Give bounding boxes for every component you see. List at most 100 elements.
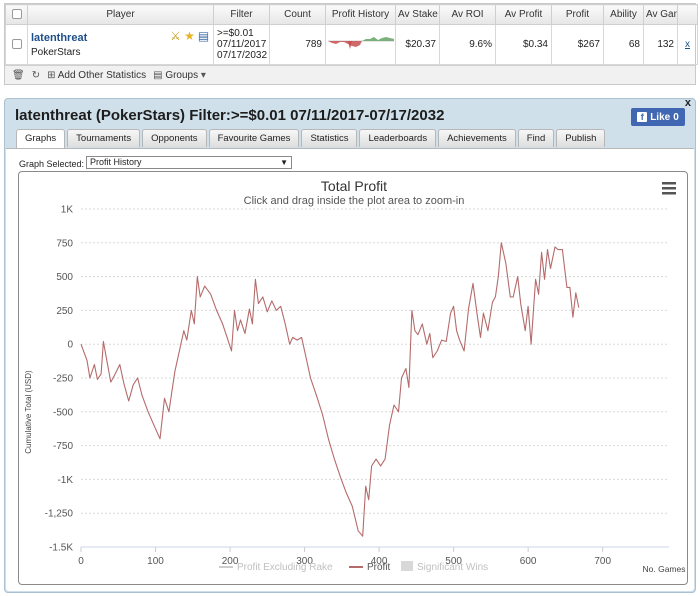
chevron-down-icon: ▾ <box>200 69 206 81</box>
close-panel-button[interactable]: x <box>684 97 691 109</box>
table-header-row: Player Filter Count Profit History Av St… <box>5 4 698 25</box>
series-layer <box>80 242 580 537</box>
x-tick-label: 300 <box>296 556 313 567</box>
tab-find[interactable]: Find <box>517 129 555 147</box>
table-row[interactable]: ⚔ ★ ▤ latenthreat PokerStars >=$0.01 07/11… <box>5 24 698 65</box>
y-tick-label: 0 <box>67 340 73 351</box>
star-icon[interactable]: ★ <box>184 28 195 43</box>
profit-cell: $267 <box>551 24 604 65</box>
add-stats-icon: ⊞ <box>47 69 56 81</box>
player-site: PokerStars <box>31 46 81 58</box>
col-header-av-stake[interactable]: Av Stake <box>395 4 440 25</box>
graphs-tab-content: Graph Selected: Profit History ▼ Total P… <box>6 148 694 591</box>
facebook-icon: f <box>637 112 648 122</box>
y-tick-label: 750 <box>56 238 73 249</box>
panel-tabs: Graphs Tournaments Opponents Favourite G… <box>16 129 606 148</box>
remove-player-link[interactable]: x <box>677 24 698 65</box>
count-cell: 789 <box>269 24 326 65</box>
player-icons: ⚔ ★ ▤ <box>168 28 210 43</box>
y-tick-label: -1,250 <box>45 509 74 520</box>
x-tick-label: 600 <box>520 556 537 567</box>
y-tick-label: -250 <box>53 374 73 385</box>
tab-publish[interactable]: Publish <box>556 129 606 147</box>
col-header-ability[interactable]: Ability <box>603 4 644 25</box>
y-tick-label: -750 <box>53 441 73 452</box>
select-all-checkbox[interactable] <box>5 4 28 25</box>
x-tick-label: 400 <box>371 556 388 567</box>
row-checkbox[interactable] <box>5 24 28 65</box>
stats-toolbar: 🗑 ↻ ⊞ Add Other Statistics ▤ Groups ▾ <box>5 65 695 84</box>
tab-opponents[interactable]: Opponents <box>142 129 207 147</box>
ability-cell: 68 <box>603 24 644 65</box>
dropdown-arrow-icon: ▼ <box>280 158 288 167</box>
y-tick-label: -1K <box>57 475 73 486</box>
col-header-profit-history[interactable]: Profit History <box>325 4 396 25</box>
y-tick-label: -500 <box>53 407 73 418</box>
panel-title: latenthreat (PokerStars) Filter:>=$0.01 … <box>15 107 445 124</box>
y-tick-label: 250 <box>56 306 73 317</box>
col-header-blank <box>677 4 698 25</box>
y-axis-label: Cumulative Total (USD) <box>24 370 33 454</box>
tab-statistics[interactable]: Statistics <box>301 129 358 147</box>
filter-line-1: >=$0.01 <box>217 28 254 39</box>
graph-select-dropdown[interactable]: Profit History ▼ <box>86 156 292 169</box>
award-icon[interactable]: ⚔ <box>170 28 181 43</box>
chart-title: Total Profit <box>321 178 387 194</box>
col-header-profit[interactable]: Profit <box>551 4 604 25</box>
player-profile-panel: latenthreat (PokerStars) Filter:>=$0.01 … <box>4 97 696 593</box>
delete-icon[interactable]: 🗑 <box>12 69 25 81</box>
tab-achievements[interactable]: Achievements <box>438 129 516 147</box>
x-tick-label: 700 <box>594 556 611 567</box>
col-header-player[interactable]: Player <box>27 4 214 25</box>
tab-leaderboards[interactable]: Leaderboards <box>359 129 437 147</box>
like-label: Like <box>650 111 671 123</box>
legend-item-profit-excluding-rake[interactable]: Profit Excluding Rake <box>237 562 333 573</box>
col-header-count[interactable]: Count <box>269 4 326 25</box>
filter-line-2: 07/11/2017 - <box>217 39 270 50</box>
graph-selected-label: Graph Selected: <box>19 159 85 169</box>
player-cell: ⚔ ★ ▤ latenthreat PokerStars <box>27 24 214 65</box>
groups-icon: ▤ <box>153 69 163 81</box>
av-stake-cell: $20.37 <box>395 24 440 65</box>
profit-history-sparkline[interactable] <box>325 24 396 65</box>
col-header-av-game[interactable]: Av Game <box>643 4 678 25</box>
legend-swatch-significant-wins <box>401 561 413 571</box>
x-tick-label: 100 <box>147 556 164 567</box>
add-other-statistics-button[interactable]: ⊞ Add Other Statistics <box>47 69 147 81</box>
groups-dropdown[interactable]: ▤ Groups ▾ <box>153 69 206 81</box>
y-tick-label: -1.5K <box>49 543 73 554</box>
x-tick-label: 500 <box>445 556 462 567</box>
profit-chart[interactable]: Total Profit Click and drag inside the p… <box>18 171 688 585</box>
y-tick-label: 500 <box>56 272 73 283</box>
legend-item-significant-wins[interactable]: Significant Wins <box>417 562 488 573</box>
sparkline-chart <box>328 37 394 49</box>
axis-ticks: 1K 750 500 250 0 -250 -500 -750 -1K -1,250 -1.5K 0 1… <box>45 205 669 567</box>
tab-graphs[interactable]: Graphs <box>16 129 66 148</box>
av-profit-cell: $0.34 <box>495 24 552 65</box>
player-stats-table: Player Filter Count Profit History Av St… <box>4 3 698 85</box>
notes-icon[interactable]: ▤ <box>197 28 210 43</box>
series-line-profit[interactable] <box>80 242 580 537</box>
x-axis-label: No. Games <box>643 564 686 574</box>
like-count: 0 <box>673 111 679 123</box>
player-name-link[interactable]: latenthreat <box>31 31 88 44</box>
grid-lines <box>81 208 669 548</box>
chart-subtitle: Click and drag inside the plot area to z… <box>244 195 465 207</box>
graph-select-value: Profit History <box>90 157 142 167</box>
tab-tournaments[interactable]: Tournaments <box>67 129 141 147</box>
col-header-av-profit[interactable]: Av Profit <box>495 4 552 25</box>
col-header-filter[interactable]: Filter <box>213 4 270 25</box>
refresh-icon[interactable]: ↻ <box>31 69 41 81</box>
col-header-av-roi[interactable]: Av ROI <box>439 4 496 25</box>
y-tick-label: 1K <box>61 205 74 216</box>
tab-favourite-games[interactable]: Favourite Games <box>208 129 300 147</box>
profit-chart-svg[interactable]: Total Profit Click and drag inside the p… <box>19 172 688 585</box>
x-tick-label: 0 <box>78 556 84 567</box>
chart-legend[interactable]: Profit Excluding Rake Profit Significant W… <box>219 561 488 573</box>
chart-menu-icon[interactable] <box>662 182 676 195</box>
legend-item-profit[interactable]: Profit <box>367 562 391 573</box>
facebook-like-button[interactable]: f Like 0 <box>631 108 685 126</box>
av-roi-cell: 9.6% <box>439 24 496 65</box>
av-game-cell: 132 <box>643 24 678 65</box>
filter-cell: >=$0.01 07/11/2017 - 07/17/2032 <box>213 24 270 65</box>
